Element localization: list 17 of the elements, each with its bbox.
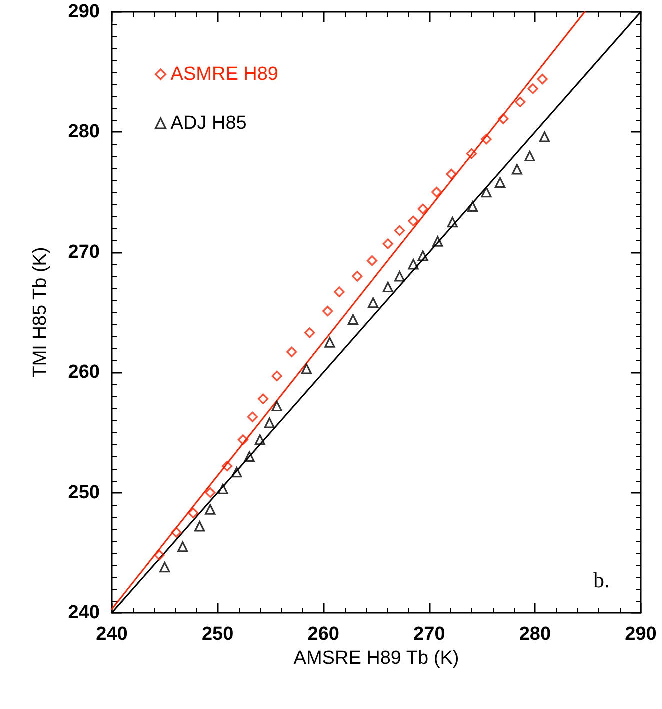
x-tick-label: 270 [414,624,446,645]
y-tick-label: 270 [68,242,100,263]
x-tick-label: 250 [202,624,234,645]
y-tick-label: 290 [68,2,100,22]
x-tick-label: 240 [96,624,128,645]
x-axis-title: AMSRE H89 Tb (K) [294,648,460,669]
y-tick-label: 260 [68,362,100,384]
y-tick-label: 280 [68,122,100,143]
legend-label: ASMRE H89 [170,64,279,85]
legend-label: ADJ H85 [170,113,247,134]
y-axis-title: TMI H85 Tb (K) [30,247,51,378]
annotation: b. [594,568,610,592]
x-tick-label: 280 [519,624,552,645]
y-tick-label: 240 [68,602,100,624]
y-tick-label: 250 [68,482,100,504]
x-tick-label: 290 [625,624,657,645]
x-tick-label: 260 [308,624,340,645]
